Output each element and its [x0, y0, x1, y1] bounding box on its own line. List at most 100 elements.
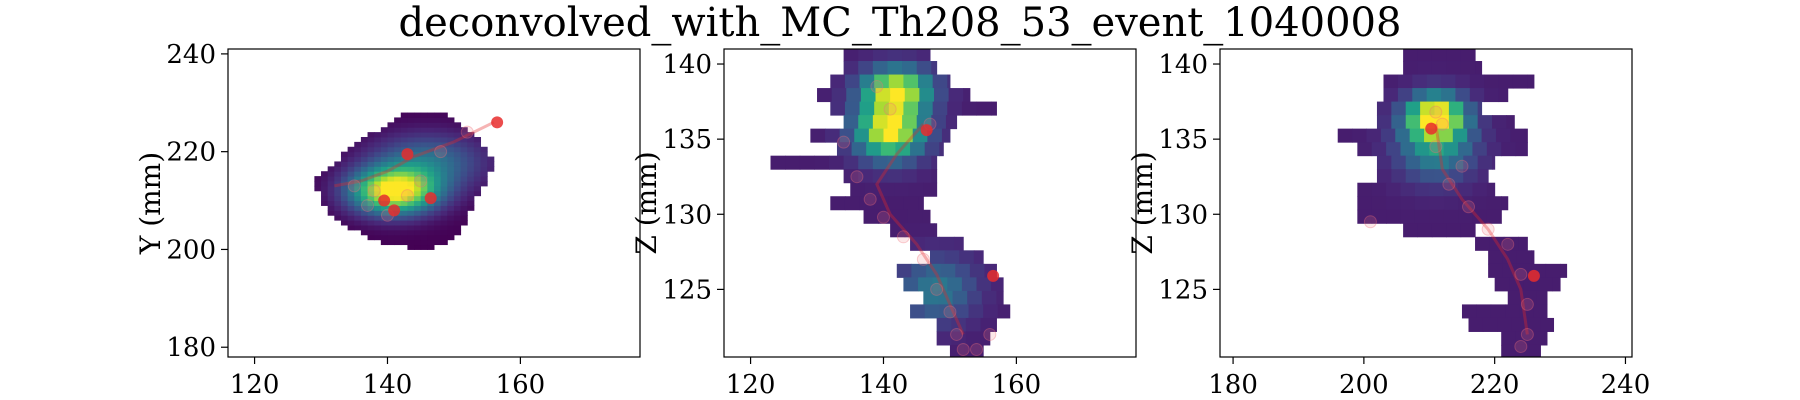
heatmap-cell — [360, 171, 369, 177]
heatmap-cell — [460, 171, 468, 177]
heatmap-cell — [859, 196, 875, 211]
heatmap-cell — [460, 141, 468, 148]
heatmap-cell — [340, 215, 349, 221]
heatmap-cell — [394, 190, 402, 197]
heatmap-cell — [1337, 128, 1353, 143]
x-tick-label: 180 — [1208, 370, 1258, 400]
heatmap-cell — [908, 182, 924, 197]
heatmap-cell — [874, 196, 890, 211]
heatmap-cell — [414, 190, 422, 197]
heatmap-cell — [830, 101, 846, 116]
heatmap-cell — [903, 277, 919, 292]
heatmap-cell — [327, 210, 335, 216]
heatmap-cell — [407, 210, 415, 216]
heatmap-cell — [1383, 88, 1399, 103]
heatmap-cell — [487, 156, 495, 162]
heatmap-cell — [1420, 169, 1436, 184]
heatmap-cell — [910, 142, 926, 157]
heatmap-cell — [314, 176, 322, 182]
heatmap-cell — [1511, 317, 1527, 332]
heatmap-cell — [1545, 263, 1561, 278]
heatmap-cell — [380, 220, 388, 226]
heatmap-cell — [1448, 155, 1464, 170]
heatmap-cell — [380, 190, 388, 197]
heatmap-cell — [460, 185, 468, 192]
heatmap-cell — [380, 205, 388, 211]
heatmap-cell — [1516, 250, 1532, 265]
faint-point — [943, 305, 957, 319]
heatmap-cell — [347, 156, 355, 162]
heatmap-cell — [874, 101, 890, 116]
heatmap-cell — [1533, 304, 1548, 319]
heatmap-cell — [327, 195, 335, 202]
heatmap-cell — [394, 127, 402, 133]
heatmap-cell — [427, 156, 435, 162]
heatmap-cell — [453, 229, 462, 236]
heatmap-cell — [340, 220, 349, 226]
heatmap-cell — [394, 117, 402, 123]
heatmap-cell — [327, 176, 335, 182]
heatmap-cell — [434, 141, 442, 148]
heatmap-cell — [1376, 169, 1392, 184]
heatmap-cell — [367, 132, 375, 138]
heatmap-cell — [447, 234, 455, 241]
heatmap-cell — [1426, 88, 1442, 103]
heatmap-cell — [380, 171, 388, 177]
heatmap-cell — [936, 317, 952, 332]
heatmap-cell — [407, 234, 415, 241]
heatmap-cell — [407, 117, 415, 123]
heatmap-cell — [427, 127, 435, 133]
heatmap-cell — [961, 277, 978, 292]
heatmap-cell — [334, 171, 342, 177]
heatmap-cell — [918, 74, 934, 89]
heatmap-cell — [937, 290, 954, 305]
heatmap-cell — [427, 225, 435, 231]
faint-point — [956, 342, 970, 356]
heatmap-cell — [1486, 209, 1502, 224]
heatmap-cell — [387, 220, 395, 226]
heatmap-cell — [354, 166, 362, 172]
faint-point — [863, 192, 877, 206]
y-tick-label: 180 — [166, 333, 216, 363]
heatmap-cell — [434, 210, 442, 216]
heatmap-cell — [440, 181, 448, 187]
heatmap-cell — [1357, 142, 1373, 157]
heatmap-cell — [973, 250, 984, 265]
heatmap-cell — [887, 155, 903, 170]
heatmap-cell — [473, 190, 482, 197]
heatmap-cell — [420, 127, 428, 133]
heatmap-cell — [440, 151, 448, 158]
heatmap-cell — [427, 176, 435, 182]
heatmap-cell — [947, 277, 963, 292]
heatmap-cell — [400, 127, 408, 133]
heatmap-cell — [947, 101, 963, 116]
heatmap-cell — [447, 181, 455, 187]
heatmap-cell — [1431, 49, 1447, 62]
heatmap-cell — [360, 200, 369, 206]
heatmap-cell — [440, 117, 448, 123]
heatmap-cell — [911, 263, 927, 278]
heatmap-cell — [1429, 209, 1445, 224]
heatmap-cell — [321, 176, 329, 182]
heatmap-cell — [414, 244, 422, 250]
heatmap-cell — [354, 185, 362, 192]
heatmap-cell — [374, 225, 382, 231]
heatmap-cell — [374, 229, 382, 236]
heatmap-cell — [460, 146, 468, 153]
heatmap-cell — [1518, 236, 1528, 251]
heatmap-cell — [1429, 142, 1445, 157]
heatmap-cell — [933, 88, 950, 103]
heatmap-cell — [888, 196, 904, 211]
heatmap-cell — [888, 74, 904, 89]
heatmap-cell — [453, 220, 462, 226]
heatmap-cell — [880, 142, 896, 157]
heatmap-cell — [440, 220, 448, 226]
heatmap-cell — [420, 234, 428, 241]
heatmap-cell — [387, 190, 395, 197]
heatmap-cell — [1371, 182, 1387, 197]
heatmap-cell — [394, 234, 402, 241]
heatmap-cell — [387, 200, 395, 206]
heatmap-cell — [1501, 196, 1509, 211]
heatmap-cell — [447, 166, 455, 172]
heatmap-cell — [434, 220, 442, 226]
